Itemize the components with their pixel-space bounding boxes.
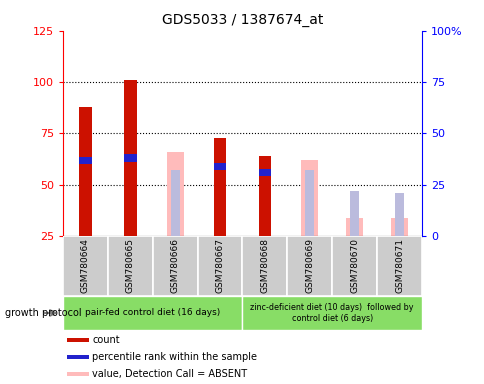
Bar bbox=[258, 156, 271, 236]
Bar bbox=[258, 169, 271, 176]
Bar bbox=[79, 157, 91, 164]
Bar bbox=[67, 372, 89, 376]
Bar bbox=[79, 107, 91, 236]
Bar bbox=[242, 296, 421, 330]
Text: GSM780670: GSM780670 bbox=[349, 238, 359, 293]
Bar bbox=[170, 170, 179, 236]
Bar bbox=[332, 236, 376, 296]
Text: percentile rank within the sample: percentile rank within the sample bbox=[92, 352, 257, 362]
Text: zinc-deficient diet (10 days)  followed by
control diet (6 days): zinc-deficient diet (10 days) followed b… bbox=[250, 303, 413, 323]
Bar bbox=[394, 193, 403, 236]
Text: GSM780671: GSM780671 bbox=[394, 238, 403, 293]
Bar bbox=[287, 236, 332, 296]
Bar bbox=[63, 236, 107, 296]
Text: count: count bbox=[92, 335, 120, 345]
Text: pair-fed control diet (16 days): pair-fed control diet (16 days) bbox=[85, 308, 220, 318]
Text: GSM780664: GSM780664 bbox=[81, 238, 90, 293]
Bar bbox=[215, 166, 224, 236]
Text: value, Detection Call = ABSENT: value, Detection Call = ABSENT bbox=[92, 369, 247, 379]
Bar bbox=[152, 236, 197, 296]
Bar bbox=[213, 137, 226, 236]
Bar bbox=[304, 170, 314, 236]
Bar bbox=[197, 236, 242, 296]
Bar bbox=[107, 236, 152, 296]
Bar bbox=[166, 152, 183, 236]
Bar bbox=[67, 355, 89, 359]
Text: growth protocol: growth protocol bbox=[5, 308, 81, 318]
Bar bbox=[346, 218, 363, 236]
Text: GSM780667: GSM780667 bbox=[215, 238, 224, 293]
Bar bbox=[242, 236, 287, 296]
Bar bbox=[376, 236, 421, 296]
Bar bbox=[124, 154, 136, 162]
Text: GSM780668: GSM780668 bbox=[260, 238, 269, 293]
Bar bbox=[67, 338, 89, 342]
Bar bbox=[124, 80, 136, 236]
Bar bbox=[301, 160, 318, 236]
Bar bbox=[63, 296, 242, 330]
Text: GSM780666: GSM780666 bbox=[170, 238, 180, 293]
Bar bbox=[349, 191, 358, 236]
Bar bbox=[213, 163, 226, 170]
Bar bbox=[390, 218, 407, 236]
Text: GDS5033 / 1387674_at: GDS5033 / 1387674_at bbox=[162, 13, 322, 27]
Text: GSM780669: GSM780669 bbox=[304, 238, 314, 293]
Text: GSM780665: GSM780665 bbox=[125, 238, 135, 293]
